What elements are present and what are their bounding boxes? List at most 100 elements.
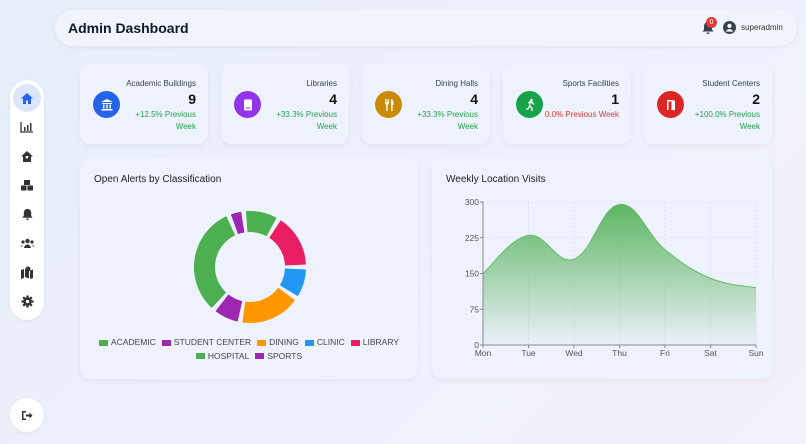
data-point-fri[interactable] xyxy=(664,248,667,251)
visits-panel: Weekly Location Visits 0 75 150 225 300 Mon Tu… xyxy=(432,157,772,379)
stat-label: Academic Buildings xyxy=(126,79,196,88)
donut-slice-academic[interactable] xyxy=(194,216,236,308)
donut-slice-clinic[interactable] xyxy=(279,268,306,297)
stat-label: Sports Facilities xyxy=(562,79,619,88)
stat-card: Libraries 4 +33.3% Previous Week xyxy=(221,64,349,144)
stat-value: 2 xyxy=(752,91,760,107)
legend-label: ACADEMIC xyxy=(110,337,156,347)
stat-change: 0.0% Previous Week xyxy=(544,110,619,119)
donut-slice-hospital[interactable] xyxy=(245,211,277,237)
x-tick-label: Sat xyxy=(704,348,717,358)
donut-slice-student-center[interactable] xyxy=(215,294,243,322)
nav-home[interactable] xyxy=(13,84,41,112)
visits-area-chart: 0 75 150 225 300 Mon Tue Wed Thu Fri Sat Sun xyxy=(465,197,764,358)
legend-swatch xyxy=(195,353,205,359)
legend-item[interactable]: CLINIC xyxy=(304,336,345,349)
legend-swatch xyxy=(98,339,108,346)
y-tick-label: 75 xyxy=(470,304,480,314)
page-title: Admin Dashboard xyxy=(68,20,189,36)
stat-card: Academic Buildings 9 +12.5% Previous Wee… xyxy=(80,64,208,144)
legend-item[interactable]: ACADEMIC xyxy=(98,336,156,349)
stat-card: Dining Halls 4 +33.3% Previous Week xyxy=(362,64,490,144)
x-tick-label: Fri xyxy=(660,348,670,358)
home-icon xyxy=(21,92,33,104)
stat-label: Student Centers xyxy=(702,79,760,88)
stat-change: +33.3% Previous Week xyxy=(417,110,478,131)
legend-item[interactable]: HOSPITAL xyxy=(195,350,250,363)
legend-item[interactable]: STUDENT CENTER xyxy=(161,336,252,349)
notification-badge: 0 xyxy=(706,17,717,28)
data-point-sat[interactable] xyxy=(709,277,712,280)
x-tick-label: Mon xyxy=(475,348,492,358)
alerts-legend: ACADEMIC STUDENT CENTER DINING CLINIC LIBRAR… xyxy=(80,336,418,363)
username: superadmin xyxy=(741,23,783,32)
gear-icon xyxy=(20,294,34,308)
door-icon xyxy=(666,99,675,110)
boxes-icon xyxy=(21,180,33,191)
stat-icon xyxy=(234,91,261,118)
stat-value: 9 xyxy=(188,91,196,107)
donut-slice-sports[interactable] xyxy=(230,211,245,235)
x-tick-label: Tue xyxy=(521,348,536,358)
alerts-chart-title: Open Alerts by Classification xyxy=(94,174,222,185)
stat-change: +33.3% Previous Week xyxy=(276,110,337,131)
data-point-tue[interactable] xyxy=(527,234,530,237)
user-avatar-icon xyxy=(723,21,736,34)
stat-card: Sports Facilities 1 0.0% Previous Week xyxy=(503,64,631,144)
nav-map[interactable] xyxy=(13,258,41,286)
stat-change: +12.5% Previous Week xyxy=(135,110,196,131)
legend-label: CLINIC xyxy=(316,337,345,347)
donut-slice-dining[interactable] xyxy=(242,287,296,323)
nav-settings[interactable] xyxy=(13,287,41,315)
user-menu[interactable]: superadmin xyxy=(723,21,783,34)
legend-item[interactable]: DINING xyxy=(257,336,299,349)
visits-chart-title: Weekly Location Visits xyxy=(446,174,546,185)
map-icon xyxy=(21,266,33,279)
book-icon xyxy=(243,99,252,110)
nav-buildings[interactable] xyxy=(13,142,41,170)
nav-users[interactable] xyxy=(13,229,41,257)
stat-card: Student Centers 2 +100.0% Previous Week xyxy=(644,64,772,144)
data-point-wed[interactable] xyxy=(573,258,576,261)
nav-alerts[interactable] xyxy=(13,200,41,228)
building-icon xyxy=(21,150,33,162)
x-tick-label: Wed xyxy=(565,348,583,358)
legend-label: SPORTS xyxy=(267,350,303,361)
bar-chart-icon xyxy=(20,122,33,133)
stat-change: +100.0% Previous Week xyxy=(694,110,760,131)
users-icon xyxy=(20,238,34,248)
stat-value: 1 xyxy=(611,91,619,107)
data-point-thu[interactable] xyxy=(618,203,621,206)
series-line xyxy=(482,203,757,289)
legend-label: STUDENT CENTER xyxy=(173,337,252,347)
legend-swatch xyxy=(161,339,171,346)
stat-label: Libraries xyxy=(306,79,337,88)
logout-button[interactable] xyxy=(10,398,44,432)
stat-icon xyxy=(657,91,684,118)
stat-icon xyxy=(375,91,402,118)
legend-label: HOSPITAL xyxy=(207,350,250,361)
x-tick-label: Thu xyxy=(612,348,627,358)
bell-icon xyxy=(21,208,33,220)
legend-swatch xyxy=(255,353,265,359)
utensils-icon xyxy=(384,98,393,111)
y-tick-label: 300 xyxy=(465,197,479,207)
legend-item[interactable]: LIBRARY xyxy=(350,336,400,349)
data-point-sun[interactable] xyxy=(755,286,758,289)
sidebar xyxy=(10,80,44,320)
legend-item[interactable]: SPORTS xyxy=(255,350,302,363)
legend-label: LIBRARY xyxy=(362,337,400,347)
legend-label: DINING xyxy=(269,337,299,347)
stat-value: 4 xyxy=(329,91,337,107)
alerts-donut-chart xyxy=(194,211,306,323)
stat-label: Dining Halls xyxy=(435,79,478,88)
stat-icon xyxy=(516,91,543,118)
nav-inventory[interactable] xyxy=(13,171,41,199)
y-tick-label: 225 xyxy=(465,233,479,243)
y-tick-label: 150 xyxy=(465,269,479,279)
logout-icon xyxy=(22,410,33,420)
donut-slice-library[interactable] xyxy=(269,220,306,266)
nav-analytics[interactable] xyxy=(13,113,41,141)
x-tick-label: Sun xyxy=(748,348,763,358)
legend-swatch xyxy=(304,339,314,346)
